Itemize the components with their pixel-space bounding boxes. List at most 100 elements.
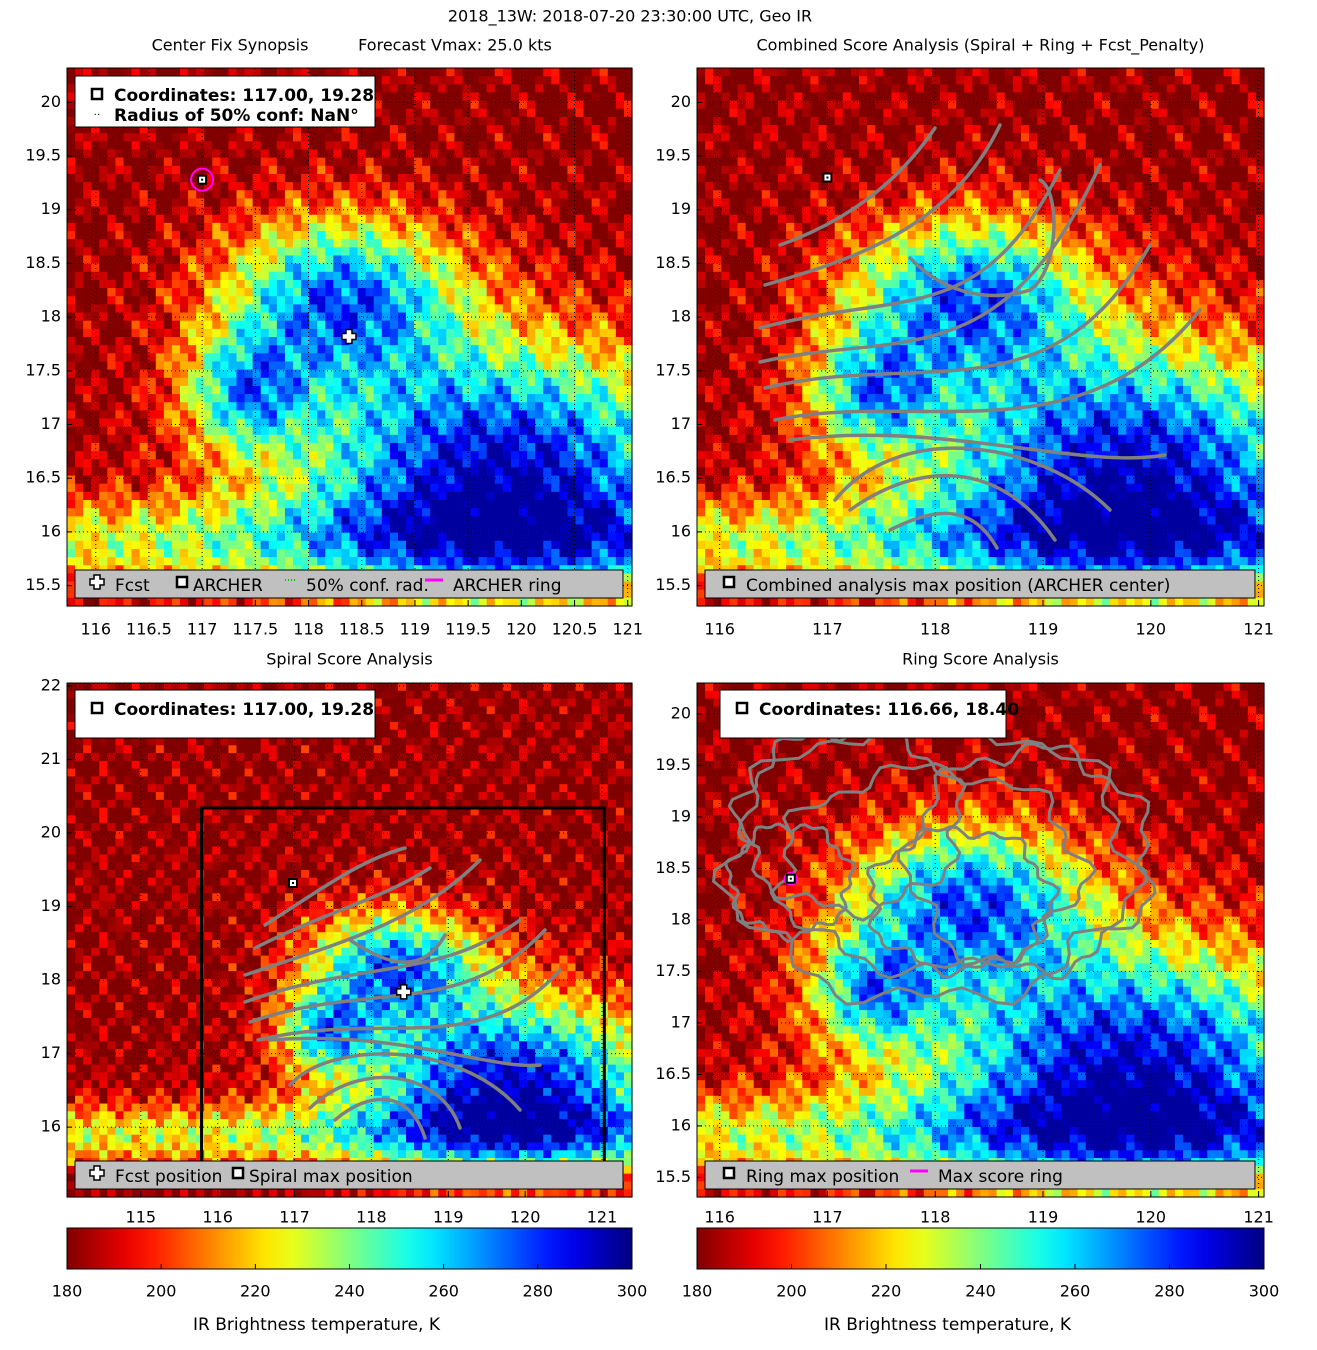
ir-pixel [486, 369, 496, 379]
ir-pixel [107, 133, 117, 142]
ir-pixel [99, 328, 108, 338]
ir-pixel [486, 165, 496, 175]
ir-pixel [333, 467, 343, 477]
ir-pixel [705, 279, 714, 289]
ir-pixel [381, 76, 391, 85]
ir-pixel [615, 328, 625, 338]
ir-pixel [260, 288, 270, 297]
ir-pixel [155, 190, 165, 200]
ir-pixel [575, 149, 585, 159]
ir-pixel [115, 418, 125, 428]
ir-pixel [583, 337, 593, 346]
ir-pixel [462, 271, 472, 281]
ir-pixel [260, 337, 270, 346]
ir-pixel [446, 483, 456, 493]
ir-pixel [83, 165, 92, 175]
ir-pixel [228, 206, 238, 216]
ir-pixel [470, 116, 480, 126]
ir-pixel [260, 524, 270, 534]
ir-pixel [317, 467, 326, 477]
ir-pixel [139, 222, 149, 232]
ir-pixel [462, 288, 472, 297]
ir-pixel [527, 116, 536, 126]
ir-pixel [470, 68, 480, 77]
ir-pixel [623, 255, 633, 265]
ir-pixel [204, 125, 213, 134]
ir-pixel [276, 279, 286, 289]
ir-pixel [99, 369, 108, 379]
ir-pixel [406, 149, 415, 159]
ir-pixel [575, 434, 585, 444]
ir-pixel [365, 540, 375, 550]
ir-pixel [454, 345, 464, 354]
ir-pixel [494, 206, 504, 216]
ir-pixel [373, 312, 383, 322]
ir-pixel [575, 491, 585, 501]
ir-pixel [325, 165, 334, 175]
ir-pixel [236, 296, 246, 305]
ir-pixel [260, 125, 270, 134]
ir-pixel [478, 597, 488, 607]
ir-pixel [284, 402, 294, 411]
ir-pixel [389, 483, 399, 493]
ir-pixel [430, 263, 439, 273]
ir-pixel [615, 337, 625, 346]
ir-pixel [721, 141, 730, 151]
ir-pixel [317, 198, 326, 208]
ir-pixel [83, 206, 92, 216]
ir-pixel [414, 76, 423, 85]
ir-pixel [99, 222, 108, 232]
ir-pixel [414, 483, 423, 493]
ir-pixel [559, 76, 569, 85]
ir-pixel [591, 173, 601, 183]
ir-pixel [236, 597, 246, 607]
ir-pixel [115, 540, 125, 550]
ir-pixel [430, 540, 439, 550]
ir-pixel [276, 68, 286, 77]
ir-pixel [494, 524, 504, 534]
ir-pixel [163, 516, 173, 526]
ir-pixel [414, 239, 423, 248]
ir-pixel [91, 222, 100, 232]
ir-pixel [268, 491, 278, 501]
ir-pixel [470, 271, 480, 281]
ir-pixel [188, 328, 197, 338]
ir-pixel [83, 133, 92, 142]
ir-pixel [575, 402, 585, 411]
ir-pixel [623, 182, 633, 191]
ir-pixel [333, 320, 343, 330]
ir-pixel [430, 467, 439, 477]
ir-pixel [83, 247, 92, 257]
ir-pixel [623, 573, 633, 583]
ir-pixel [535, 165, 544, 175]
ir-pixel [502, 451, 512, 460]
ir-pixel [115, 165, 125, 175]
ir-pixel [220, 557, 230, 566]
ir-pixel [301, 361, 310, 371]
ir-pixel [591, 402, 601, 411]
ir-pixel [615, 304, 625, 314]
ir-pixel [252, 255, 262, 265]
ir-pixel [519, 369, 528, 379]
ir-pixel [163, 345, 173, 354]
ir-pixel [333, 361, 343, 371]
ir-pixel [188, 361, 197, 371]
ir-pixel [99, 206, 108, 216]
ir-pixel [430, 296, 439, 305]
ir-pixel [212, 296, 221, 305]
ir-pixel [599, 402, 609, 411]
ir-pixel [131, 222, 141, 232]
ir-pixel [697, 345, 706, 354]
ir-pixel [623, 149, 633, 159]
ir-pixel [301, 442, 310, 452]
ir-pixel [228, 402, 238, 411]
ir-pixel [406, 288, 415, 297]
ir-pixel [107, 198, 117, 208]
ir-pixel [220, 190, 230, 200]
ir-pixel [365, 271, 375, 281]
ir-pixel [284, 540, 294, 550]
ir-pixel [389, 279, 399, 289]
ir-pixel [389, 377, 399, 387]
ir-pixel [373, 328, 383, 338]
ir-pixel [414, 190, 423, 200]
